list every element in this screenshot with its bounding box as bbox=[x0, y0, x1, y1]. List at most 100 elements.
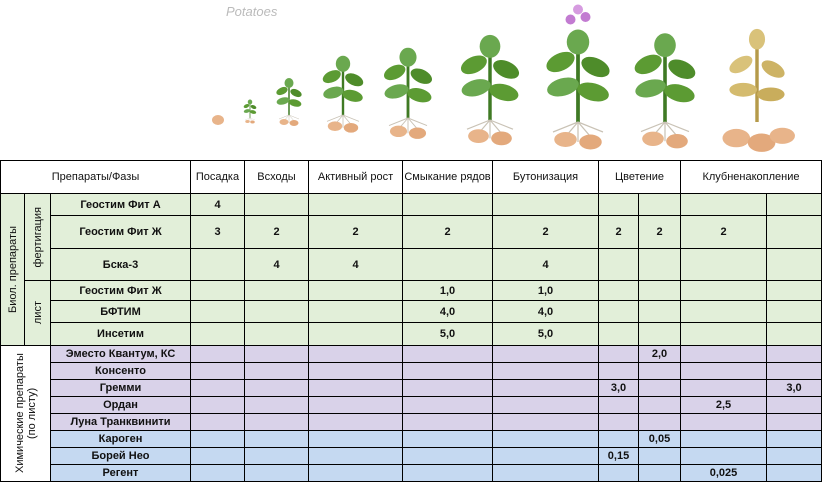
value-cell bbox=[599, 363, 639, 380]
value-cell bbox=[309, 431, 403, 448]
value-cell bbox=[639, 380, 681, 397]
value-cell bbox=[767, 448, 822, 465]
value-cell bbox=[767, 346, 822, 363]
value-cell bbox=[599, 194, 639, 216]
value-cell bbox=[191, 465, 245, 482]
value-cell: 2 bbox=[403, 216, 493, 249]
value-cell bbox=[767, 431, 822, 448]
value-cell: 4 bbox=[245, 249, 309, 281]
value-cell bbox=[493, 194, 599, 216]
value-cell bbox=[599, 323, 639, 346]
value-cell bbox=[245, 380, 309, 397]
column-header: Активный рост bbox=[309, 161, 403, 194]
value-cell bbox=[245, 323, 309, 346]
value-cell bbox=[493, 448, 599, 465]
value-cell bbox=[599, 249, 639, 281]
value-cell bbox=[309, 323, 403, 346]
value-cell bbox=[403, 414, 493, 431]
value-cell: 0,15 bbox=[599, 448, 639, 465]
value-cell bbox=[767, 194, 822, 216]
value-cell: 1,0 bbox=[493, 281, 599, 301]
value-cell bbox=[681, 301, 767, 323]
plant bbox=[242, 99, 258, 124]
value-cell bbox=[599, 397, 639, 414]
value-cell bbox=[767, 249, 822, 281]
value-cell bbox=[309, 281, 403, 301]
plant bbox=[456, 33, 524, 148]
row-name: Луна Транквинити bbox=[51, 414, 191, 431]
plant bbox=[720, 27, 797, 154]
value-cell bbox=[767, 414, 822, 431]
value-cell: 4 bbox=[309, 249, 403, 281]
value-cell bbox=[767, 323, 822, 346]
plant bbox=[541, 4, 615, 152]
value-cell bbox=[599, 346, 639, 363]
value-cell bbox=[403, 194, 493, 216]
value-cell bbox=[639, 414, 681, 431]
plant bbox=[380, 46, 436, 141]
value-cell bbox=[191, 249, 245, 281]
value-cell bbox=[681, 281, 767, 301]
value-cell bbox=[639, 249, 681, 281]
value-cell bbox=[639, 397, 681, 414]
group-label: Химические препараты (по листу) bbox=[13, 353, 38, 474]
value-cell bbox=[767, 216, 822, 249]
value-cell bbox=[599, 281, 639, 301]
value-cell: 3,0 bbox=[767, 380, 822, 397]
value-cell bbox=[191, 281, 245, 301]
value-cell bbox=[245, 301, 309, 323]
value-cell bbox=[191, 397, 245, 414]
value-cell bbox=[767, 281, 822, 301]
value-cell: 4 bbox=[191, 194, 245, 216]
row-name: Ордан bbox=[51, 397, 191, 414]
value-cell bbox=[191, 414, 245, 431]
column-header: Цветение bbox=[599, 161, 681, 194]
value-cell: 2 bbox=[639, 216, 681, 249]
plant bbox=[274, 77, 304, 127]
column-header: Всходы bbox=[245, 161, 309, 194]
row-name: Геостим Фит Ж bbox=[51, 281, 191, 301]
value-cell bbox=[599, 301, 639, 323]
value-cell bbox=[191, 431, 245, 448]
value-cell bbox=[403, 465, 493, 482]
column-header: Смыкание рядов bbox=[403, 161, 493, 194]
value-cell bbox=[309, 194, 403, 216]
value-cell bbox=[403, 346, 493, 363]
value-cell: 3,0 bbox=[599, 380, 639, 397]
value-cell bbox=[639, 363, 681, 380]
row-name: Гремми bbox=[51, 380, 191, 397]
value-cell bbox=[681, 346, 767, 363]
value-cell: 4,0 bbox=[493, 301, 599, 323]
row-name: Регент bbox=[51, 465, 191, 482]
column-header: Бутонизация bbox=[493, 161, 599, 194]
value-cell bbox=[245, 431, 309, 448]
tuber bbox=[212, 115, 224, 125]
value-cell bbox=[493, 380, 599, 397]
value-cell bbox=[403, 431, 493, 448]
table: Препараты/Фазы Посадка Всходы Активный рост… bbox=[0, 160, 822, 482]
value-cell bbox=[639, 194, 681, 216]
value-cell bbox=[309, 465, 403, 482]
value-cell bbox=[681, 363, 767, 380]
value-cell: 4,0 bbox=[403, 301, 493, 323]
value-cell: 2 bbox=[599, 216, 639, 249]
group-label: Биол. препараты bbox=[6, 226, 19, 313]
value-cell bbox=[309, 414, 403, 431]
value-cell bbox=[403, 380, 493, 397]
group-label: фертигация bbox=[31, 206, 44, 268]
row-name: Инсетим bbox=[51, 323, 191, 346]
value-cell bbox=[191, 301, 245, 323]
row-name: Борей Нео bbox=[51, 448, 191, 465]
value-cell bbox=[245, 414, 309, 431]
value-cell bbox=[309, 380, 403, 397]
value-cell bbox=[493, 465, 599, 482]
value-cell: 2 bbox=[245, 216, 309, 249]
value-cell bbox=[681, 414, 767, 431]
value-cell bbox=[403, 397, 493, 414]
row-name: Геостим Фит Ж bbox=[51, 216, 191, 249]
value-cell bbox=[309, 346, 403, 363]
row-name: Геостим Фит А bbox=[51, 194, 191, 216]
group-cell: Биол. препараты bbox=[1, 194, 25, 346]
value-cell: 2,0 bbox=[639, 346, 681, 363]
value-cell: 2,5 bbox=[681, 397, 767, 414]
